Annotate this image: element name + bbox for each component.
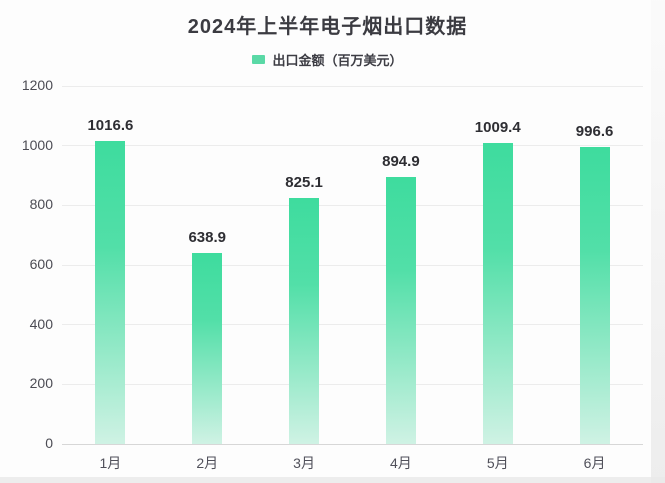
x-tick-label: 6月 bbox=[583, 455, 606, 471]
x-tick-label: 3月 bbox=[293, 455, 315, 471]
bar-value-label: 894.9 bbox=[382, 153, 420, 171]
chart-title: 2024年上半年电子烟出口数据 bbox=[187, 16, 468, 38]
bar-value-label: 1016.6 bbox=[87, 116, 134, 134]
x-tick-label: 4月 bbox=[390, 455, 412, 471]
bar-6月 bbox=[579, 146, 610, 444]
x-tick-label: 5月 bbox=[486, 455, 509, 471]
gridline bbox=[62, 264, 643, 266]
x-axis-line bbox=[62, 443, 643, 445]
gridline bbox=[62, 383, 643, 385]
x-tick-label: 1月 bbox=[99, 455, 122, 471]
bar-2月 bbox=[192, 253, 223, 444]
gridline bbox=[62, 204, 643, 206]
chart-legend[interactable]: 出口金额（百万美元） bbox=[0, 50, 655, 69]
gridline bbox=[62, 324, 643, 326]
bar-3月 bbox=[289, 197, 320, 444]
legend-label: 出口金额（百万美元） bbox=[272, 53, 403, 68]
y-tick-label: 0 bbox=[45, 435, 53, 451]
y-tick-label: 1200 bbox=[21, 77, 53, 93]
x-tick-label: 2月 bbox=[196, 455, 219, 471]
y-tick-label: 200 bbox=[29, 375, 53, 392]
y-tick-label: 600 bbox=[29, 256, 53, 272]
y-tick-label: 800 bbox=[29, 196, 53, 213]
bar-value-label: 1009.4 bbox=[474, 118, 521, 136]
gridline bbox=[62, 145, 643, 147]
legend-swatch-icon bbox=[252, 55, 266, 64]
image-edge-bottom bbox=[0, 477, 665, 483]
y-tick-label: 400 bbox=[29, 315, 53, 332]
bar-value-label: 825.1 bbox=[285, 173, 323, 191]
image-edge-right bbox=[651, 0, 665, 483]
bar-4月 bbox=[385, 177, 416, 444]
y-tick-label: 1000 bbox=[21, 136, 53, 153]
bar-5月 bbox=[482, 142, 513, 444]
gridline bbox=[62, 85, 643, 87]
bar-value-label: 638.9 bbox=[188, 229, 227, 247]
bar-value-label: 996.6 bbox=[575, 122, 614, 140]
bar-1月 bbox=[95, 140, 126, 444]
